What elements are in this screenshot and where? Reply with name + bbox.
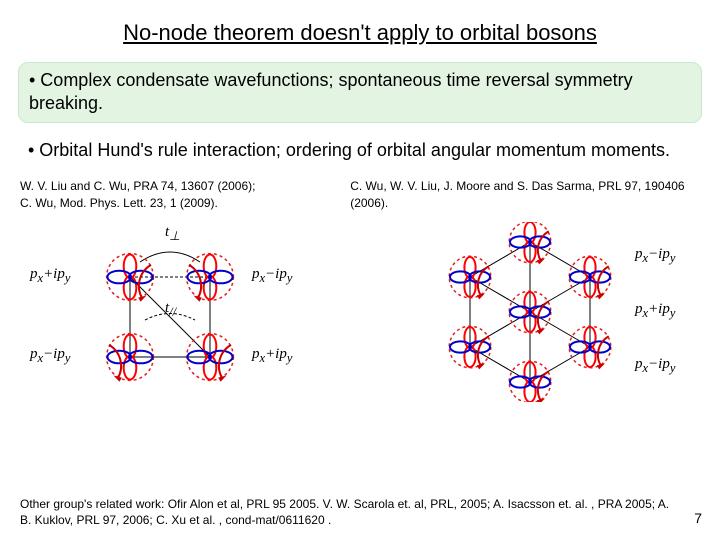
citations-row: W. V. Liu and C. Wu, PRA 74, 13607 (2006… — [20, 178, 700, 212]
label-t-perp: t⊥ — [165, 224, 180, 244]
label-tri-1: px−ipy — [635, 246, 675, 266]
footer-citations: Other group's related work: Ofir Alon et… — [20, 496, 680, 528]
slide-title: No-node theorem doesn't apply to orbital… — [0, 0, 720, 58]
bullet-point-2: • Orbital Hund's rule interaction; order… — [18, 133, 702, 168]
square-lattice-svg — [10, 222, 360, 402]
label-px-minus-ipy-2: px−ipy — [30, 346, 70, 366]
bullet-point-1: • Complex condensate wavefunctions; spon… — [18, 62, 702, 123]
triangular-lattice-figure: px−ipy px+ipy px−ipy — [360, 222, 710, 402]
label-t-parallel: t// — [165, 300, 176, 320]
label-px-plus-ipy-2: px+ipy — [252, 346, 292, 366]
label-px-minus-ipy: px−ipy — [252, 266, 292, 286]
citation-left: W. V. Liu and C. Wu, PRA 74, 13607 (2006… — [20, 178, 330, 212]
page-number: 7 — [694, 510, 702, 526]
square-lattice-figure: px+ipy px−ipy px−ipy px+ipy t⊥ t// — [10, 222, 360, 402]
label-px-plus-ipy: px+ipy — [30, 266, 70, 286]
label-tri-2: px+ipy — [635, 301, 675, 321]
label-tri-3: px−ipy — [635, 356, 675, 376]
citation-right: C. Wu, W. V. Liu, J. Moore and S. Das Sa… — [330, 178, 700, 212]
figures-row: px+ipy px−ipy px−ipy px+ipy t⊥ t// px−ip… — [10, 222, 710, 402]
